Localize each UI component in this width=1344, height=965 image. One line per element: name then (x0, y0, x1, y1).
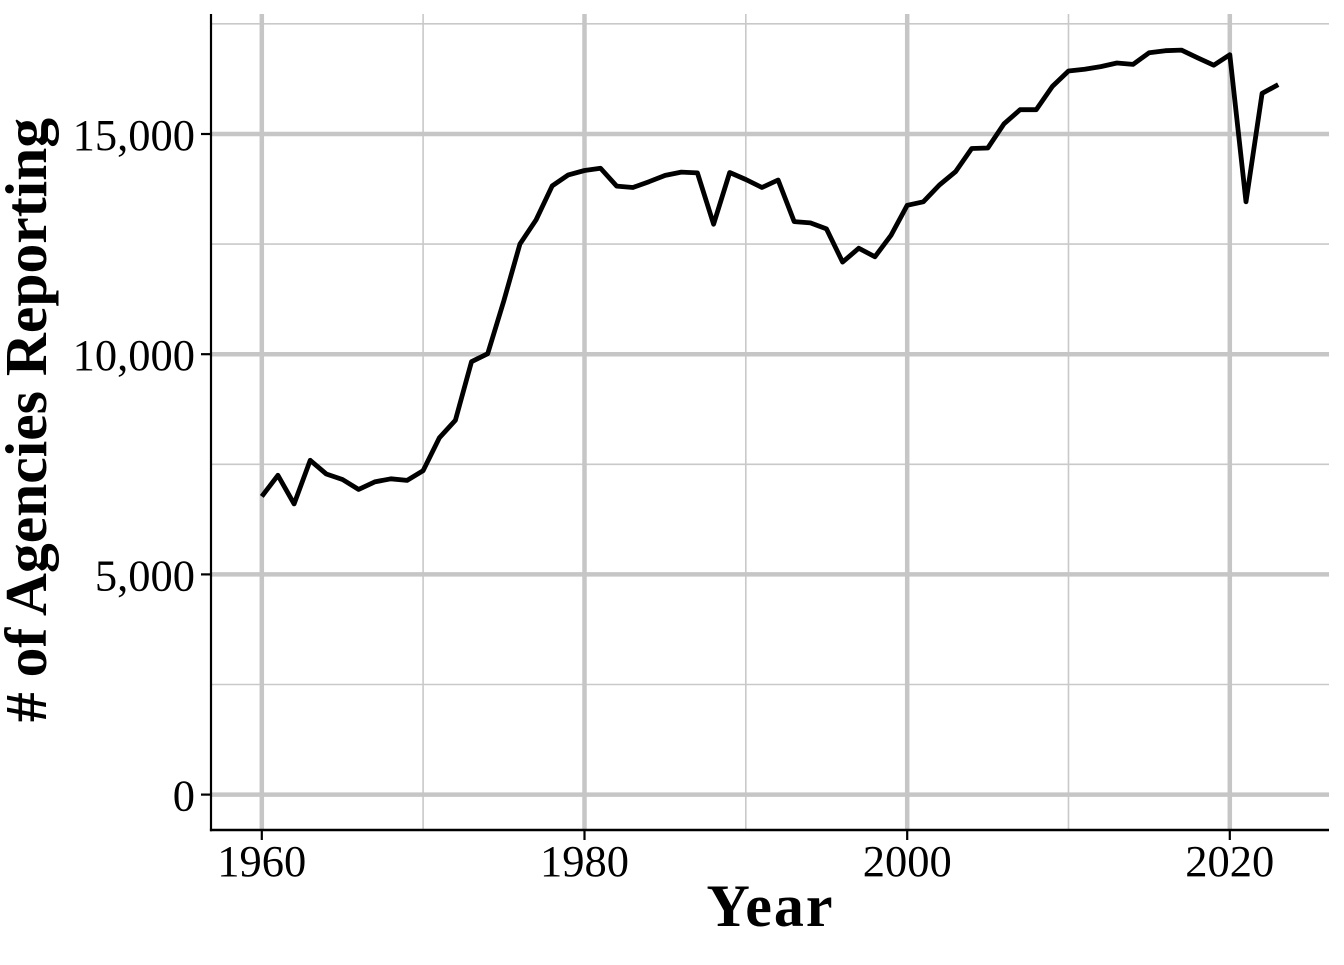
svg-text:1980: 1980 (540, 836, 629, 886)
svg-text:# of Agencies Reporting: # of Agencies Reporting (0, 118, 59, 722)
svg-text:5,000: 5,000 (95, 550, 195, 600)
svg-text:2020: 2020 (1185, 836, 1274, 886)
svg-text:10,000: 10,000 (73, 330, 195, 380)
svg-text:1960: 1960 (217, 836, 306, 886)
svg-text:2000: 2000 (863, 836, 952, 886)
svg-text:Year: Year (707, 873, 835, 939)
svg-text:15,000: 15,000 (73, 110, 195, 160)
svg-text:0: 0 (173, 770, 195, 820)
